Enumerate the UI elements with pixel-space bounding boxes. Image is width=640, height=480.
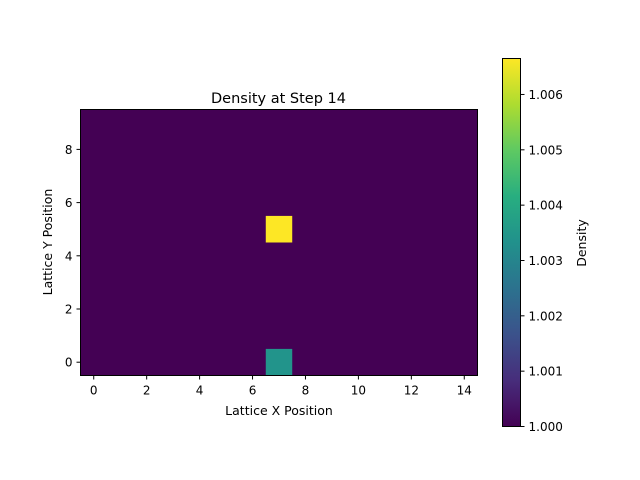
- y-axis-ticks: 0 2 4 6 8: [65, 143, 81, 370]
- y-tick-label: 8: [65, 143, 73, 157]
- x-tick-label: 0: [90, 384, 98, 398]
- colorbar-tick-label: 1.006: [529, 88, 563, 102]
- colorbar-label: Density: [574, 219, 589, 267]
- y-axis-label: Lattice Y Position: [40, 189, 55, 296]
- heatmap-cell: [265, 215, 293, 243]
- y-tick-label: 2: [65, 303, 73, 317]
- colorbar-tick-label: 1.005: [529, 143, 563, 157]
- x-tick-label: 12: [404, 384, 419, 398]
- x-tick-label: 14: [457, 384, 472, 398]
- y-tick-label: 4: [65, 249, 73, 263]
- y-tick-label: 6: [65, 196, 73, 210]
- heatmap-cells: [80, 109, 478, 376]
- colorbar-tick-label: 1.002: [529, 309, 563, 323]
- plot-frame: [80, 109, 478, 376]
- x-tick-label: 4: [196, 384, 204, 398]
- colorbar-tick-label: 1.004: [529, 199, 563, 213]
- heatmap-cell: [265, 348, 293, 376]
- x-tick-label: 8: [302, 384, 310, 398]
- y-tick-label: 0: [65, 356, 73, 370]
- colorbar: [502, 58, 521, 427]
- x-axis-ticks: 0 2 4 6 8 10 12 14: [90, 375, 472, 398]
- colorbar-ticks: 1.000 1.001 1.002 1.003 1.004 1.005 1.006: [520, 88, 563, 434]
- colorbar-tick-label: 1.000: [529, 420, 563, 434]
- colorbar-tick-label: 1.001: [529, 365, 563, 379]
- colorbar-tick-label: 1.003: [529, 254, 563, 268]
- x-tick-label: 2: [143, 384, 151, 398]
- x-tick-label: 10: [351, 384, 366, 398]
- x-tick-label: 6: [249, 384, 257, 398]
- chart-title: Density at Step 14: [211, 91, 346, 107]
- x-axis-label: Lattice X Position: [225, 403, 333, 418]
